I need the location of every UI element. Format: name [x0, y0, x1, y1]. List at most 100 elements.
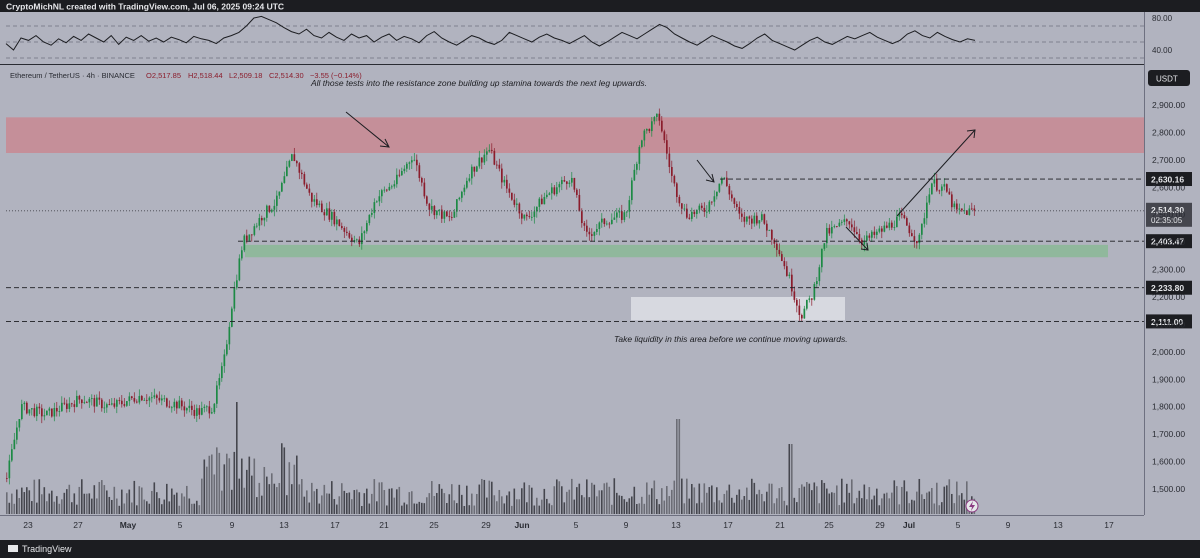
- candles: [6, 108, 976, 485]
- volume-bar: [668, 496, 671, 514]
- volume-bar: [473, 505, 476, 514]
- symbol-info[interactable]: Ethereum / TetherUS · 4h · BINANCE O2,51…: [10, 71, 362, 80]
- volume-bar: [438, 484, 441, 514]
- volume-bar: [396, 489, 398, 514]
- annotation-bottom: Take liquidity in this area before we co…: [614, 334, 848, 344]
- candle-body: [476, 166, 478, 172]
- rsi-tick-label: 40.00: [1152, 46, 1173, 55]
- volume-bar: [328, 493, 331, 514]
- volume-bar: [883, 493, 886, 514]
- volume-bar: [323, 484, 326, 514]
- candle-body: [391, 186, 393, 188]
- drawings: [345, 111, 976, 251]
- volume-bar: [218, 452, 221, 514]
- volume-bar: [168, 501, 171, 514]
- x-tick-label: 5: [178, 520, 183, 530]
- volume-bar: [741, 499, 743, 514]
- volume-bar: [631, 496, 633, 514]
- volume-bar: [901, 486, 903, 514]
- candle-body: [193, 409, 196, 416]
- volume-bar: [916, 491, 918, 514]
- rsi-line: [5, 15, 976, 51]
- resistance-zone[interactable]: [6, 117, 1144, 153]
- x-tick-label: 9: [1006, 520, 1011, 530]
- volume-bar: [666, 486, 668, 514]
- candle-body: [541, 198, 543, 205]
- volume-bar: [61, 499, 63, 514]
- candle-body: [646, 128, 648, 131]
- candle-body: [18, 419, 21, 428]
- candle-body: [558, 184, 561, 188]
- candle-body: [301, 172, 303, 175]
- volume-bar: [398, 486, 401, 514]
- volume-bar: [141, 487, 143, 514]
- candle-body: [916, 240, 918, 244]
- liquidity-zone[interactable]: [631, 297, 845, 321]
- y-tick-label: 2,600.00: [1152, 182, 1185, 192]
- volume-bar: [673, 480, 676, 514]
- volume-bar: [723, 493, 726, 514]
- volume-bar: [861, 498, 863, 514]
- volume-bar: [198, 505, 201, 514]
- volume-bar: [238, 478, 241, 514]
- candle-body: [296, 161, 298, 164]
- candle-body: [161, 398, 163, 401]
- volume-bar: [628, 498, 631, 514]
- symbol-name[interactable]: Ethereum / TetherUS · 4h · BINANCE: [10, 71, 135, 80]
- candle-body: [658, 113, 661, 121]
- candle-body: [203, 406, 206, 408]
- candle-body: [406, 163, 408, 169]
- volume-bar: [896, 486, 898, 514]
- candle-body: [73, 404, 76, 407]
- volume-bar: [828, 493, 831, 514]
- y-tick-label: 2,500.00: [1152, 210, 1185, 220]
- candle-body: [76, 395, 78, 407]
- candle-body: [338, 219, 341, 227]
- candle-body: [768, 230, 771, 231]
- candle-body: [826, 227, 828, 244]
- candle-body: [801, 315, 803, 319]
- candle-body: [436, 210, 438, 216]
- candle-body: [796, 299, 798, 306]
- volume-bar: [31, 501, 33, 514]
- volume-bar: [543, 488, 546, 514]
- volume-bar: [533, 505, 536, 514]
- candle-body: [661, 120, 663, 132]
- candle-body: [738, 206, 741, 214]
- currency-badge[interactable]: [1148, 70, 1190, 86]
- candle-body: [948, 191, 951, 195]
- volume-bar: [43, 487, 46, 514]
- candle-body: [783, 261, 786, 267]
- volume-bar: [251, 475, 253, 514]
- volume-bar: [51, 490, 53, 514]
- y-tick-label: 2,200.00: [1152, 292, 1185, 302]
- arrow-to-resistance: [345, 111, 390, 148]
- candle-body: [811, 298, 813, 300]
- level-label: 2,403.47: [1151, 237, 1184, 247]
- volume-bar: [501, 496, 503, 514]
- candle-body: [173, 401, 176, 408]
- y-tick-label: 2,900.00: [1152, 100, 1185, 110]
- volume-bar: [928, 491, 931, 514]
- volume-bar: [313, 491, 316, 514]
- candle-body: [888, 222, 891, 228]
- volume-bar: [176, 492, 178, 514]
- candle-body: [878, 228, 881, 232]
- candle-body: [336, 219, 338, 225]
- volume-bar: [98, 481, 101, 514]
- volume-bar: [658, 504, 661, 514]
- volume-bar: [471, 493, 473, 514]
- volume-bar: [526, 502, 528, 514]
- annotation-top: All those tests into the resistance zone…: [310, 78, 647, 88]
- y-tick-label: 2,300.00: [1152, 265, 1185, 275]
- support-zone[interactable]: [245, 244, 1108, 258]
- candle-body: [493, 150, 496, 165]
- volume-bar: [618, 495, 621, 514]
- lightning-icon[interactable]: [965, 499, 979, 513]
- candle-body: [441, 209, 443, 219]
- tradingview-logo: TradingView: [8, 544, 72, 554]
- candle-body: [516, 203, 518, 205]
- volume-bar: [633, 486, 636, 514]
- candle-body: [711, 201, 713, 203]
